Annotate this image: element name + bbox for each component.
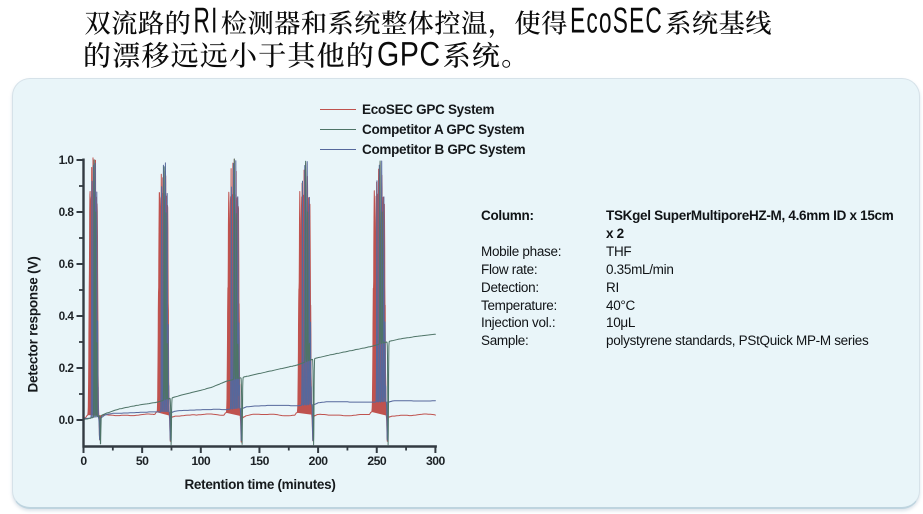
headline-glyph xyxy=(213,7,216,33)
condition-value: THF xyxy=(606,243,632,259)
condition-label: Mobile phase: xyxy=(481,243,562,259)
condition-row: Flow rate: 0.35mL/min xyxy=(481,261,900,279)
headline-glyph xyxy=(587,13,598,33)
condition-value: polystyrene standards, PStQuick MP-M ser… xyxy=(606,333,869,349)
figure-panel xyxy=(12,78,920,509)
x-tick-label: 250 xyxy=(367,454,387,468)
condition-row: Temperature: 40°C xyxy=(481,297,900,315)
headline-glyph xyxy=(195,7,209,33)
condition-label: Column: xyxy=(481,208,534,223)
x-axis-title: Retention time (minutes) xyxy=(184,477,336,492)
series-line-2 xyxy=(83,158,436,446)
chart-legend: EcoSEC GPC System Competitor A GPC System… xyxy=(320,99,526,160)
headline-glyph xyxy=(112,10,137,35)
y-tick-label: 0.4 xyxy=(59,309,75,323)
headline-glyph xyxy=(85,11,111,35)
headline-glyph xyxy=(317,41,344,68)
headline-glyph xyxy=(301,10,326,35)
headline-glyph xyxy=(138,10,164,35)
headline-glyph xyxy=(746,10,771,35)
headline-glyph xyxy=(248,10,273,35)
legend-item-1: EcoSEC GPC System xyxy=(320,99,525,119)
condition-value: 0.35mL/min xyxy=(606,261,674,277)
headline-glyph xyxy=(435,10,460,35)
headline-glyph xyxy=(613,7,627,33)
legend-line-swatch xyxy=(320,149,356,151)
headline-glyph xyxy=(221,10,247,35)
headline-glyph xyxy=(515,10,540,35)
legend-item-3: Competitor B GPC System xyxy=(320,140,526,160)
y-tick-label: 0.2 xyxy=(59,361,75,375)
headline-glyph xyxy=(692,10,718,35)
condition-label: Sample: xyxy=(481,333,529,349)
headline-glyph xyxy=(348,41,373,68)
headline-glyph xyxy=(85,41,110,68)
condition-row: Column: TSKgel SuperMultiporeHZ-M, 4.6mm … xyxy=(481,207,900,243)
y-tick-label: 0.6 xyxy=(59,257,75,271)
condition-label: Detection: xyxy=(481,279,539,295)
headline-glyph xyxy=(402,42,418,66)
headline-glyph xyxy=(166,10,190,35)
headline-glyph xyxy=(229,42,256,68)
x-tick-label: 150 xyxy=(250,454,270,468)
condition-row: Mobile phase: THF xyxy=(481,243,900,261)
legend-label: Competitor A GPC System xyxy=(362,121,525,137)
headline-glyph xyxy=(408,10,434,35)
headline-glyph xyxy=(541,10,567,35)
headline-glyph xyxy=(719,10,745,34)
condition-row: Detection: RI xyxy=(481,279,900,297)
y-tick-label: 0.0 xyxy=(59,413,75,427)
headline-glyph xyxy=(259,42,286,68)
condition-label: Flow rate: xyxy=(481,261,538,277)
headline-glyph xyxy=(381,10,407,34)
y-tick-label: 0.8 xyxy=(59,205,75,219)
y-axis-title: Detector response (V) xyxy=(25,256,41,393)
x-tick-label: 300 xyxy=(426,454,446,468)
legend-label: Competitor B GPC System xyxy=(362,142,526,158)
condition-row: Injection vol.: 10μL xyxy=(481,314,900,332)
headline-glyph xyxy=(141,41,169,68)
legend-line-swatch xyxy=(320,128,356,130)
headline-glyph xyxy=(489,29,494,38)
conditions-table: Column: TSKgel SuperMultiporeHZ-M, 4.6mm … xyxy=(481,207,900,350)
headline-glyph xyxy=(461,10,487,35)
condition-value: RI xyxy=(606,279,619,295)
headline-glyph xyxy=(571,7,585,33)
y-tick-label: 1.0 xyxy=(59,153,75,167)
condition-label: Injection vol.: xyxy=(481,315,556,331)
condition-value: TSKgel SuperMultiporeHZ-M, 4.6mm ID x 15… xyxy=(606,208,894,241)
headline-glyph xyxy=(472,41,500,68)
headline-glyph xyxy=(200,42,227,68)
x-tick-label: 100 xyxy=(191,454,211,468)
headline-glyph xyxy=(666,10,690,35)
series-line-1 xyxy=(83,157,436,443)
headline-glyph xyxy=(288,42,315,68)
headline-glyph xyxy=(171,42,198,68)
x-tick-label: 200 xyxy=(309,454,329,468)
x-tick-label: 50 xyxy=(136,454,149,468)
x-tick-label: 0 xyxy=(80,454,87,468)
condition-row: Sample: polystyrene standards, PStQuick M… xyxy=(481,332,900,350)
legend-line-swatch xyxy=(320,108,356,110)
headline-glyphs xyxy=(85,7,771,68)
legend-label: EcoSEC GPC System xyxy=(362,101,495,117)
condition-value: 40°C xyxy=(606,297,635,313)
condition-label: Temperature: xyxy=(481,297,557,313)
legend-item-2: Competitor A GPC System xyxy=(320,119,525,139)
headline-glyph xyxy=(113,42,140,68)
headline-glyph xyxy=(355,10,380,35)
headline-glyph xyxy=(630,7,644,33)
headline-glyph xyxy=(443,41,469,68)
condition-value: 10μL xyxy=(606,315,636,331)
headline-glyph xyxy=(328,10,352,35)
